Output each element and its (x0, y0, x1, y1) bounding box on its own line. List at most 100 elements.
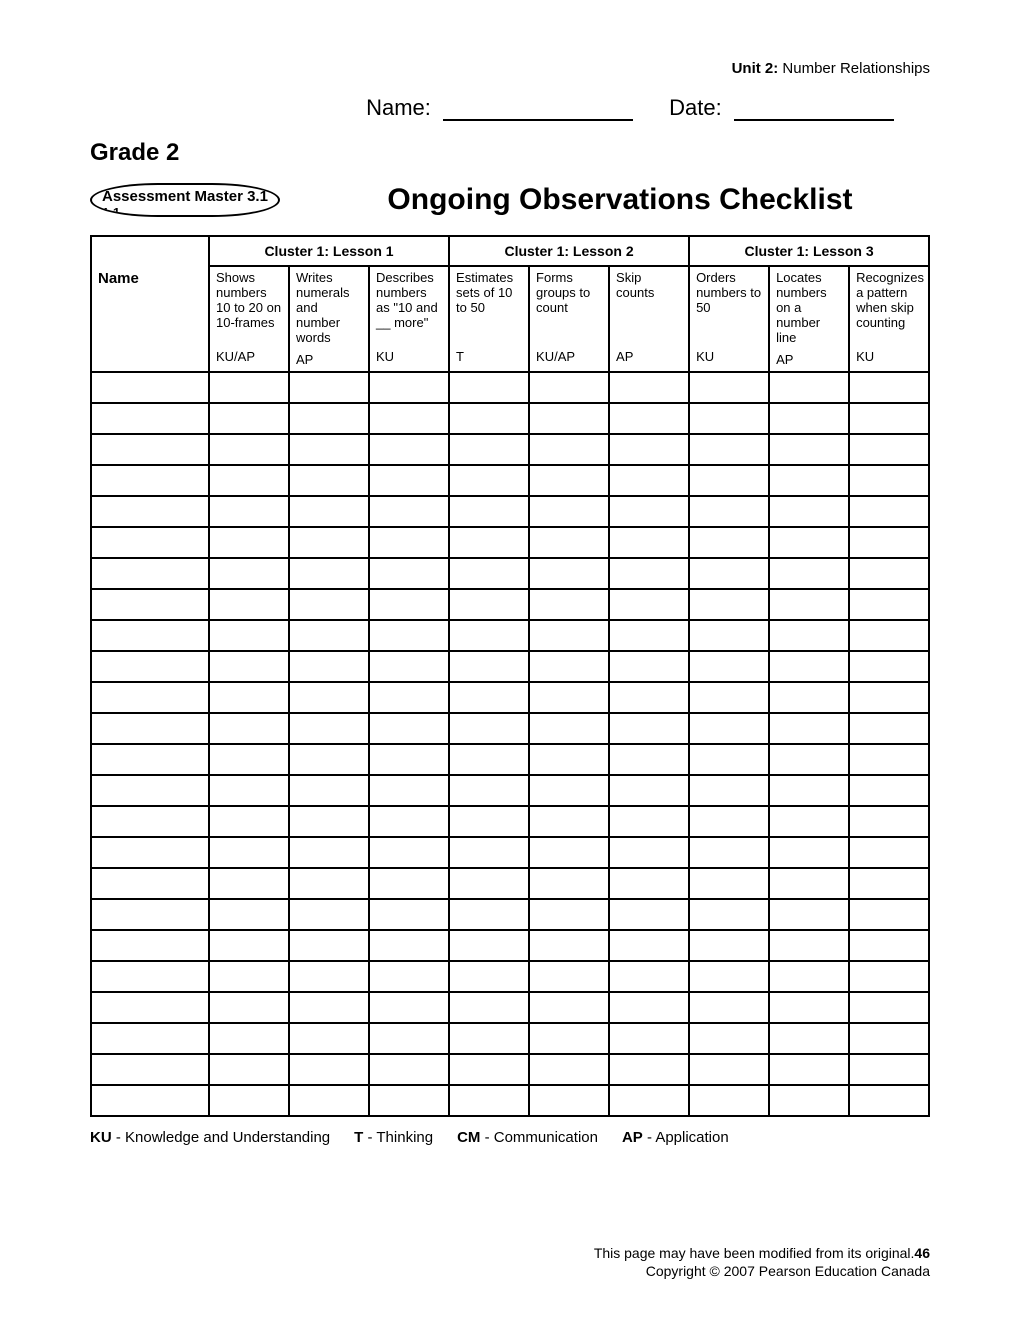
observation-cell[interactable] (769, 651, 849, 682)
observation-cell[interactable] (369, 899, 449, 930)
observation-cell[interactable] (689, 465, 769, 496)
observation-cell[interactable] (209, 589, 289, 620)
observation-cell[interactable] (369, 434, 449, 465)
observation-cell[interactable] (369, 620, 449, 651)
observation-cell[interactable] (769, 930, 849, 961)
observation-cell[interactable] (369, 961, 449, 992)
observation-cell[interactable] (529, 651, 609, 682)
observation-cell[interactable] (369, 1054, 449, 1085)
name-cell[interactable] (91, 558, 209, 589)
observation-cell[interactable] (209, 682, 289, 713)
observation-cell[interactable] (289, 713, 369, 744)
observation-cell[interactable] (449, 899, 529, 930)
observation-cell[interactable] (769, 682, 849, 713)
observation-cell[interactable] (449, 713, 529, 744)
observation-cell[interactable] (609, 1023, 689, 1054)
observation-cell[interactable] (449, 682, 529, 713)
observation-cell[interactable] (289, 930, 369, 961)
observation-cell[interactable] (769, 403, 849, 434)
observation-cell[interactable] (849, 744, 929, 775)
observation-cell[interactable] (689, 496, 769, 527)
observation-cell[interactable] (369, 496, 449, 527)
name-cell[interactable] (91, 403, 209, 434)
observation-cell[interactable] (209, 620, 289, 651)
name-cell[interactable] (91, 589, 209, 620)
observation-cell[interactable] (689, 1054, 769, 1085)
observation-cell[interactable] (849, 403, 929, 434)
name-cell[interactable] (91, 713, 209, 744)
observation-cell[interactable] (769, 372, 849, 403)
name-cell[interactable] (91, 1054, 209, 1085)
observation-cell[interactable] (529, 775, 609, 806)
observation-cell[interactable] (769, 899, 849, 930)
observation-cell[interactable] (369, 713, 449, 744)
observation-cell[interactable] (529, 992, 609, 1023)
name-cell[interactable] (91, 1085, 209, 1116)
observation-cell[interactable] (289, 558, 369, 589)
observation-cell[interactable] (209, 651, 289, 682)
observation-cell[interactable] (529, 372, 609, 403)
observation-cell[interactable] (689, 558, 769, 589)
observation-cell[interactable] (849, 837, 929, 868)
observation-cell[interactable] (449, 744, 529, 775)
observation-cell[interactable] (449, 806, 529, 837)
observation-cell[interactable] (289, 992, 369, 1023)
name-cell[interactable] (91, 620, 209, 651)
observation-cell[interactable] (369, 992, 449, 1023)
observation-cell[interactable] (769, 961, 849, 992)
observation-cell[interactable] (449, 589, 529, 620)
observation-cell[interactable] (369, 558, 449, 589)
observation-cell[interactable] (689, 620, 769, 651)
observation-cell[interactable] (449, 372, 529, 403)
observation-cell[interactable] (769, 744, 849, 775)
name-cell[interactable] (91, 868, 209, 899)
observation-cell[interactable] (849, 1023, 929, 1054)
name-cell[interactable] (91, 899, 209, 930)
observation-cell[interactable] (209, 434, 289, 465)
observation-cell[interactable] (449, 1054, 529, 1085)
observation-cell[interactable] (609, 496, 689, 527)
name-cell[interactable] (91, 682, 209, 713)
observation-cell[interactable] (849, 992, 929, 1023)
observation-cell[interactable] (289, 1054, 369, 1085)
name-cell[interactable] (91, 651, 209, 682)
observation-cell[interactable] (529, 558, 609, 589)
observation-cell[interactable] (209, 403, 289, 434)
observation-cell[interactable] (209, 930, 289, 961)
observation-cell[interactable] (529, 744, 609, 775)
observation-cell[interactable] (209, 1054, 289, 1085)
observation-cell[interactable] (609, 1085, 689, 1116)
observation-cell[interactable] (849, 434, 929, 465)
observation-cell[interactable] (449, 930, 529, 961)
observation-cell[interactable] (769, 558, 849, 589)
observation-cell[interactable] (609, 1054, 689, 1085)
observation-cell[interactable] (289, 806, 369, 837)
observation-cell[interactable] (609, 961, 689, 992)
observation-cell[interactable] (769, 992, 849, 1023)
observation-cell[interactable] (369, 589, 449, 620)
name-cell[interactable] (91, 496, 209, 527)
observation-cell[interactable] (209, 558, 289, 589)
observation-cell[interactable] (689, 527, 769, 558)
date-input-line[interactable] (734, 99, 894, 121)
observation-cell[interactable] (609, 434, 689, 465)
observation-cell[interactable] (689, 806, 769, 837)
observation-cell[interactable] (369, 527, 449, 558)
observation-cell[interactable] (529, 589, 609, 620)
observation-cell[interactable] (289, 434, 369, 465)
observation-cell[interactable] (289, 744, 369, 775)
observation-cell[interactable] (769, 620, 849, 651)
observation-cell[interactable] (689, 651, 769, 682)
observation-cell[interactable] (609, 372, 689, 403)
observation-cell[interactable] (849, 372, 929, 403)
observation-cell[interactable] (369, 744, 449, 775)
observation-cell[interactable] (529, 682, 609, 713)
observation-cell[interactable] (289, 651, 369, 682)
observation-cell[interactable] (209, 1085, 289, 1116)
observation-cell[interactable] (769, 496, 849, 527)
observation-cell[interactable] (449, 465, 529, 496)
observation-cell[interactable] (449, 837, 529, 868)
name-cell[interactable] (91, 434, 209, 465)
observation-cell[interactable] (209, 992, 289, 1023)
observation-cell[interactable] (849, 589, 929, 620)
